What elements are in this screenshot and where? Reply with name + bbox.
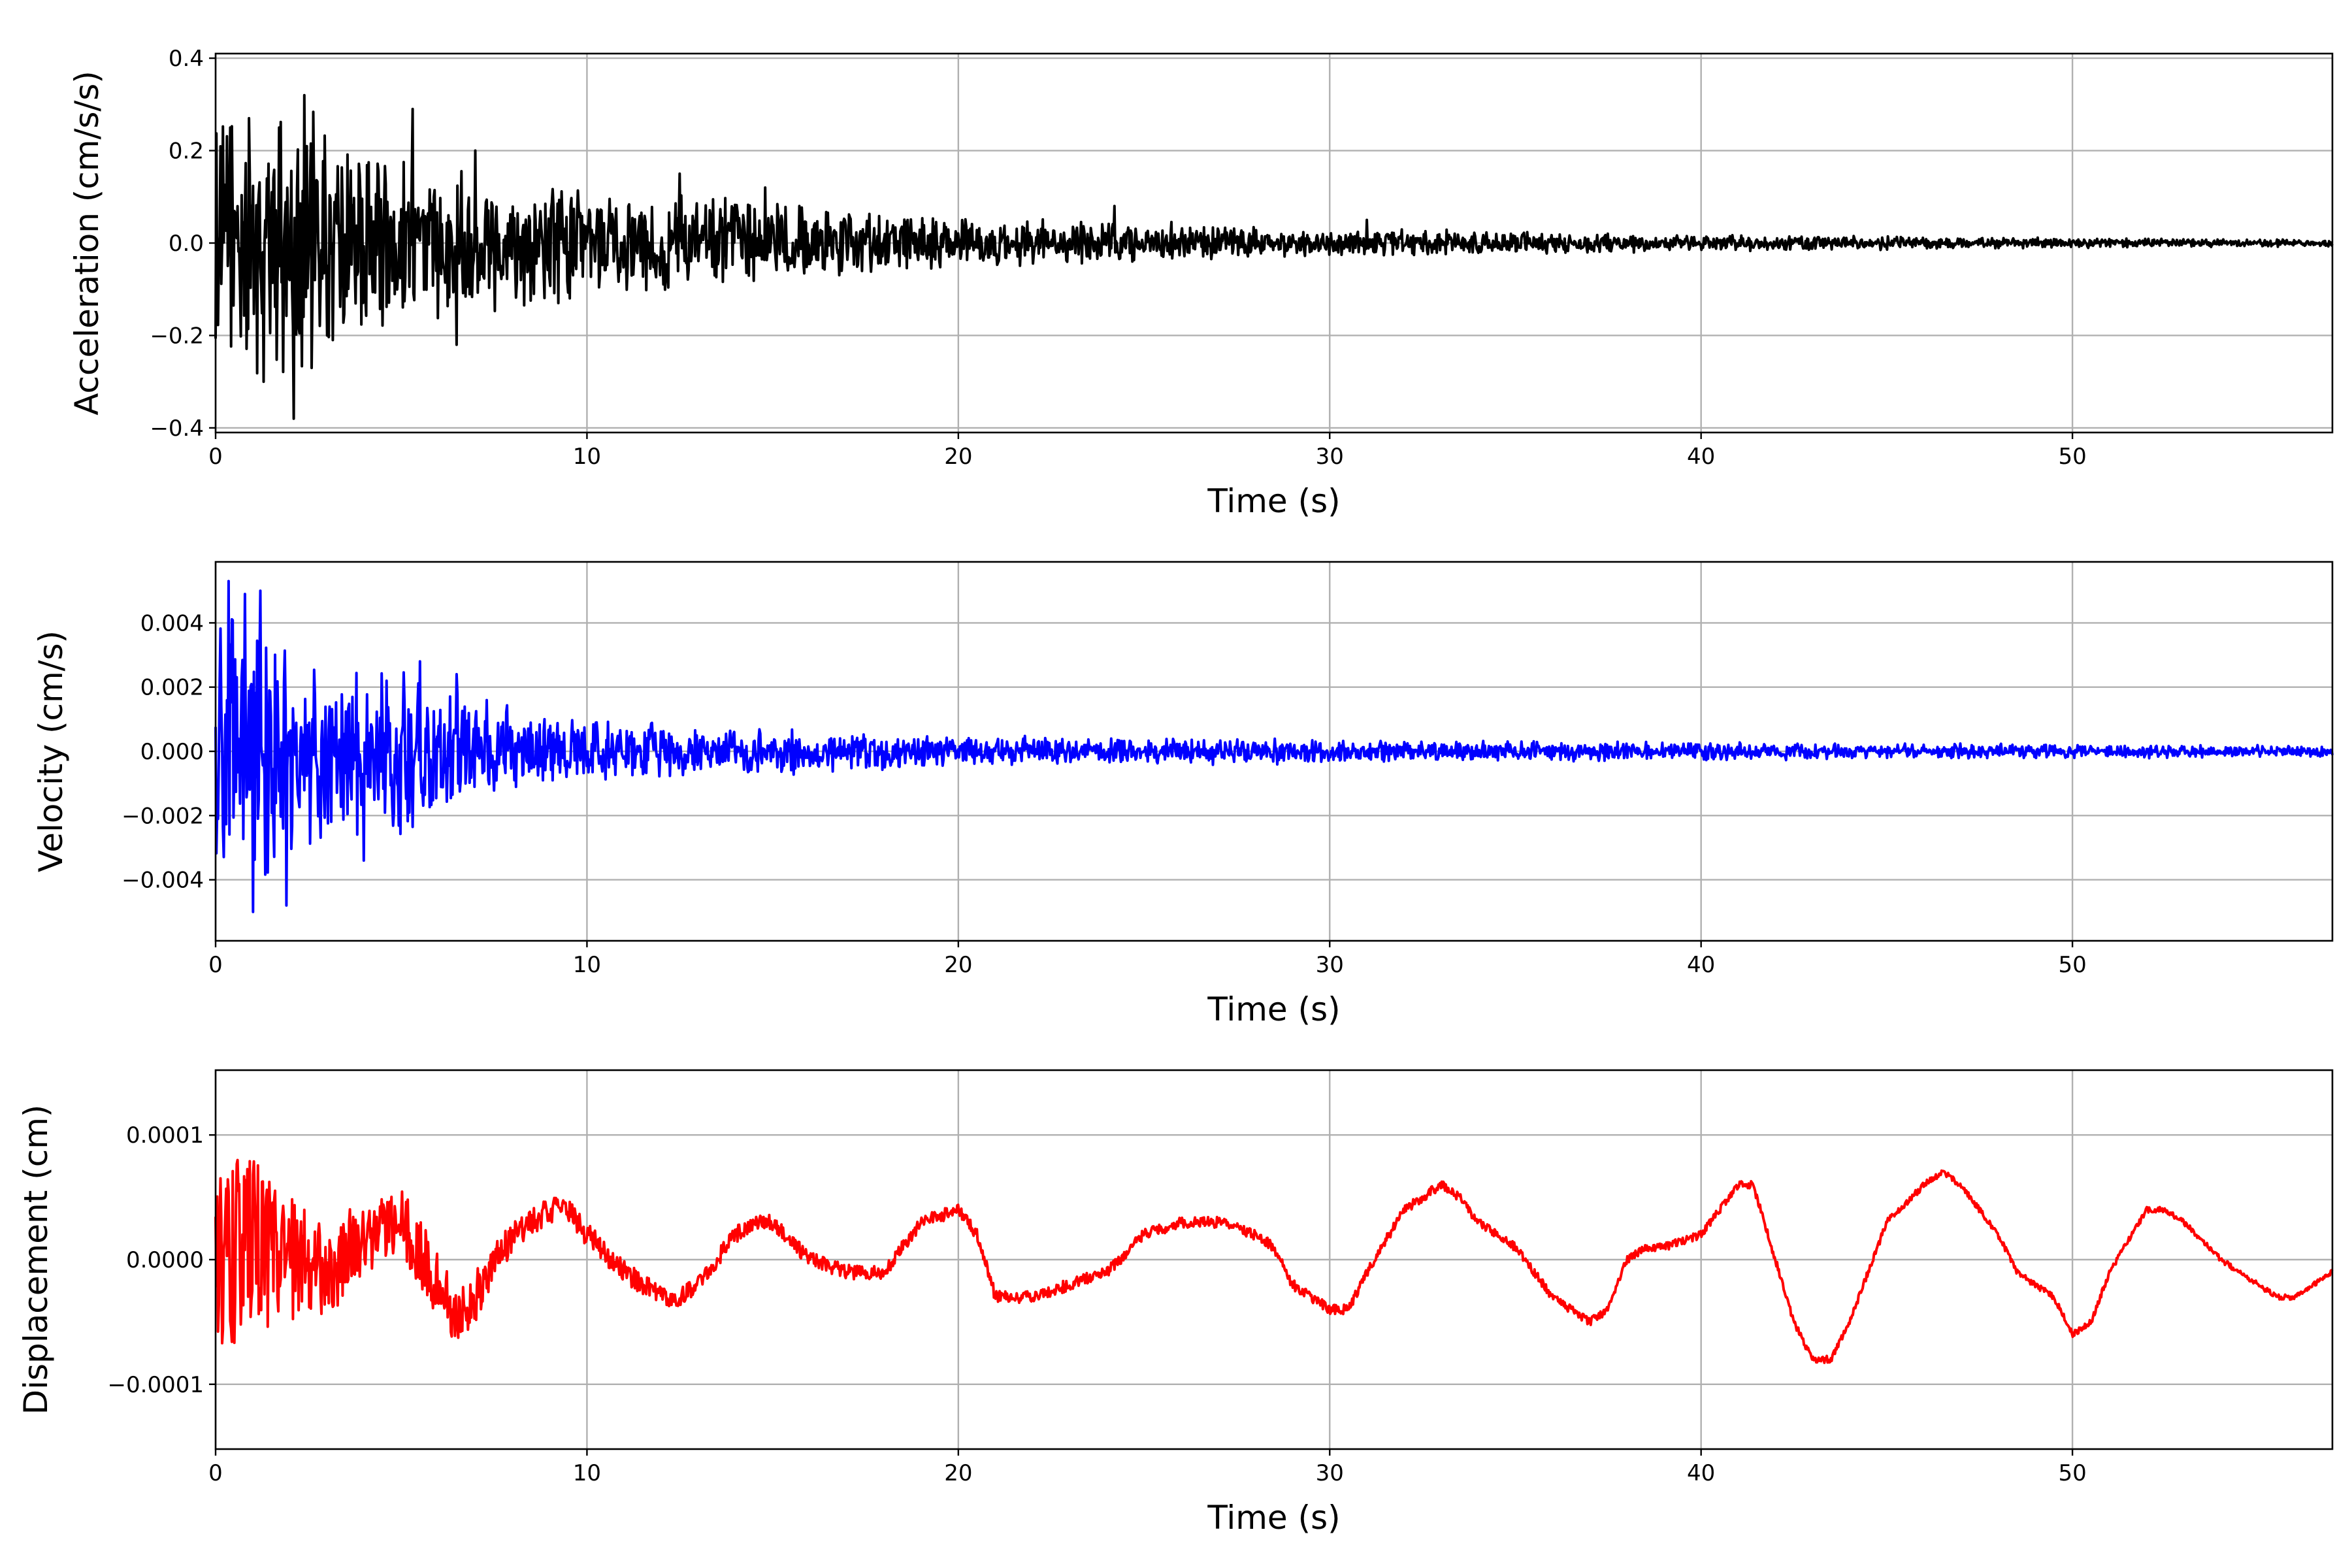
displacement-xtick-label-5: 50 (2058, 1460, 2086, 1486)
acceleration-xtick-label-4: 40 (1687, 444, 1715, 470)
velocity-series-line (214, 580, 2334, 913)
velocity-ytick-label-2: 0.000 (140, 739, 204, 765)
displacement-xtick-label-4: 40 (1687, 1460, 1715, 1486)
acceleration-xtick-label-3: 30 (1316, 444, 1344, 470)
velocity-ytick-label-1: −0.002 (122, 803, 204, 829)
displacement-xtick-label-3: 30 (1316, 1460, 1344, 1486)
acceleration-x-axis-label: Time (s) (1207, 482, 1340, 520)
acceleration-ytick-label-4: 0.4 (169, 46, 204, 72)
displacement-y-axis-label: Displacement (cm) (17, 1105, 55, 1415)
displacement-series-line (214, 1158, 2334, 1364)
displacement-xtick-label-2: 20 (944, 1460, 972, 1486)
acceleration-xtick-label-2: 20 (944, 444, 972, 470)
acceleration-ytick-label-2: 0.0 (169, 231, 204, 257)
velocity-xtick-label-5: 50 (2058, 952, 2086, 978)
velocity-ytick-label-3: 0.002 (140, 675, 204, 701)
acceleration-ytick-label-3: 0.2 (169, 139, 204, 165)
velocity-ytick-label-4: 0.004 (140, 610, 204, 636)
velocity-xtick-label-0: 0 (208, 952, 223, 978)
displacement-ytick-label-2: 0.0001 (126, 1122, 204, 1149)
velocity-xtick-label-2: 20 (944, 952, 972, 978)
acceleration-y-axis-label: Acceleration (cm/s/s) (68, 71, 106, 416)
acceleration-xtick-label-0: 0 (208, 444, 223, 470)
velocity-y-axis-label: Velocity (cm/s) (32, 630, 70, 872)
velocity-ytick-label-0: −0.004 (122, 868, 204, 894)
acceleration-panel: 0 10 20 30 40 50 −0.4 −0.2 0.0 0.2 0.4 Time (s) Acce… (68, 46, 2334, 520)
displacement-ytick-label-0: −0.0001 (108, 1372, 204, 1398)
velocity-panel: 0 10 20 30 40 50 −0.004 −0.002 0.000 0.002 0.004 Ti… (32, 561, 2334, 1028)
displacement-ytick-label-1: 0.0000 (126, 1247, 204, 1273)
displacement-panel: 0 10 20 30 40 50 −0.0001 0.0000 0.0001 Time (s) Di… (17, 1069, 2334, 1537)
displacement-xtick-label-0: 0 (208, 1460, 223, 1486)
velocity-x-axis-label: Time (s) (1207, 990, 1340, 1028)
velocity-xtick-label-4: 40 (1687, 952, 1715, 978)
displacement-x-axis-label: Time (s) (1207, 1499, 1340, 1537)
acceleration-xtick-label-1: 10 (573, 444, 601, 470)
velocity-xtick-label-3: 30 (1316, 952, 1344, 978)
acceleration-series-line (214, 93, 2334, 420)
acceleration-ytick-label-1: −0.2 (150, 323, 204, 349)
acceleration-xtick-label-5: 50 (2058, 444, 2086, 470)
velocity-xtick-label-1: 10 (573, 952, 601, 978)
displacement-xtick-label-1: 10 (573, 1460, 601, 1486)
acceleration-ytick-label-0: −0.4 (150, 416, 204, 442)
